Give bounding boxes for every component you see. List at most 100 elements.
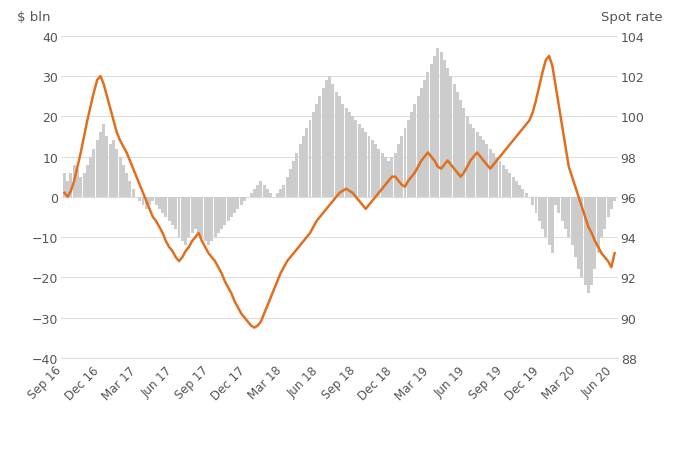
- Bar: [312, 113, 315, 197]
- Bar: [459, 101, 462, 197]
- Bar: [348, 113, 351, 197]
- Bar: [505, 169, 508, 197]
- Bar: [423, 81, 426, 197]
- Bar: [217, 197, 220, 234]
- Bar: [200, 197, 204, 237]
- Bar: [286, 177, 289, 197]
- Bar: [574, 197, 576, 257]
- Bar: [112, 141, 115, 197]
- Bar: [541, 197, 544, 230]
- Bar: [502, 165, 504, 197]
- Bar: [410, 113, 413, 197]
- Bar: [446, 69, 449, 197]
- Text: $ bln: $ bln: [16, 11, 50, 24]
- Bar: [299, 145, 301, 197]
- Bar: [89, 157, 92, 197]
- Bar: [437, 49, 439, 197]
- Bar: [613, 197, 616, 202]
- Bar: [551, 197, 554, 253]
- Bar: [96, 141, 98, 197]
- Bar: [256, 185, 259, 197]
- Bar: [155, 197, 158, 205]
- Bar: [606, 197, 610, 218]
- Bar: [557, 197, 560, 213]
- Bar: [469, 125, 472, 197]
- Bar: [115, 149, 118, 197]
- Bar: [492, 153, 495, 197]
- Bar: [338, 97, 341, 197]
- Bar: [168, 197, 170, 221]
- Bar: [325, 81, 328, 197]
- Bar: [181, 197, 184, 241]
- Bar: [351, 117, 354, 197]
- Bar: [364, 133, 367, 197]
- Bar: [207, 197, 210, 246]
- Bar: [270, 193, 272, 197]
- Bar: [570, 197, 574, 246]
- Bar: [259, 181, 262, 197]
- Bar: [177, 197, 181, 237]
- Bar: [407, 121, 409, 197]
- Bar: [397, 145, 400, 197]
- Bar: [302, 137, 305, 197]
- Bar: [371, 141, 373, 197]
- Bar: [581, 197, 583, 278]
- Bar: [92, 149, 95, 197]
- Bar: [344, 109, 348, 197]
- Bar: [79, 177, 82, 197]
- Bar: [384, 157, 387, 197]
- Bar: [587, 197, 590, 294]
- Bar: [263, 185, 265, 197]
- Bar: [567, 197, 570, 237]
- Bar: [593, 197, 596, 269]
- Bar: [548, 197, 551, 246]
- Bar: [610, 197, 613, 209]
- Bar: [403, 129, 407, 197]
- Bar: [73, 165, 75, 197]
- Bar: [308, 121, 312, 197]
- Bar: [462, 109, 465, 197]
- Bar: [426, 73, 429, 197]
- Bar: [381, 153, 384, 197]
- Bar: [531, 197, 534, 205]
- Bar: [105, 137, 109, 197]
- Bar: [473, 129, 475, 197]
- Bar: [439, 53, 443, 197]
- Bar: [69, 173, 73, 197]
- Bar: [171, 197, 174, 225]
- Bar: [145, 197, 148, 209]
- Bar: [554, 197, 557, 205]
- Bar: [83, 173, 86, 197]
- Bar: [482, 141, 485, 197]
- Bar: [420, 89, 423, 197]
- Bar: [119, 157, 122, 197]
- Bar: [210, 197, 213, 241]
- Bar: [604, 197, 606, 230]
- Bar: [597, 197, 600, 253]
- Bar: [164, 197, 168, 218]
- Bar: [335, 93, 337, 197]
- Bar: [184, 197, 187, 246]
- Bar: [139, 197, 141, 202]
- Bar: [331, 85, 335, 197]
- Bar: [191, 197, 194, 234]
- Bar: [63, 173, 66, 197]
- Bar: [99, 133, 102, 197]
- Bar: [485, 145, 488, 197]
- Bar: [128, 181, 131, 197]
- Bar: [279, 189, 282, 197]
- Bar: [243, 197, 246, 202]
- Bar: [433, 57, 436, 197]
- Bar: [315, 105, 318, 197]
- Bar: [86, 165, 89, 197]
- Bar: [521, 189, 524, 197]
- Bar: [233, 197, 236, 213]
- Bar: [122, 165, 125, 197]
- Bar: [109, 145, 112, 197]
- Bar: [103, 125, 105, 197]
- Bar: [236, 197, 240, 209]
- Bar: [187, 197, 190, 237]
- Bar: [475, 133, 479, 197]
- Bar: [322, 89, 325, 197]
- Bar: [358, 125, 361, 197]
